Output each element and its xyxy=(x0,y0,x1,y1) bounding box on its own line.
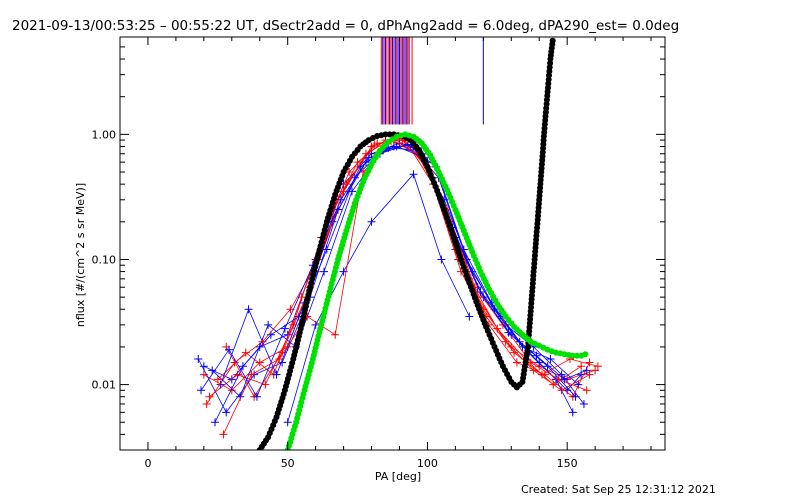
chart-title: 2021-09-13/00:53:25 – 00:55:22 UT, dSect… xyxy=(12,18,679,34)
data-point-blue xyxy=(225,345,233,354)
data-point-red xyxy=(213,375,222,384)
data-point-red xyxy=(370,141,379,150)
data-point-red xyxy=(219,430,228,439)
fit-dot-green xyxy=(582,351,589,358)
y-tick-label: 0.01 xyxy=(92,379,117,392)
data-point-blue xyxy=(252,392,261,401)
data-point-blue xyxy=(264,320,273,329)
fit-dot-black xyxy=(386,131,393,138)
data-point-blue xyxy=(238,362,247,371)
data-point-blue xyxy=(504,328,513,337)
data-point-blue xyxy=(476,287,485,296)
fit-dot-green xyxy=(574,352,580,359)
data-point-blue xyxy=(244,305,253,314)
data-point-blue xyxy=(364,153,373,162)
created-footer: Created: Sat Sep 25 12:31:12 2021 xyxy=(521,483,716,496)
data-point-blue xyxy=(280,324,289,333)
data-point-red xyxy=(538,370,547,379)
data-point-blue xyxy=(216,380,225,389)
data-point-red xyxy=(593,362,602,371)
x-tick-label: 50 xyxy=(281,457,295,470)
y-tick-label: 1.00 xyxy=(92,128,117,141)
data-point-blue xyxy=(347,187,356,196)
data-point-blue xyxy=(546,355,555,364)
data-point-red xyxy=(582,386,591,395)
data-point-blue xyxy=(320,267,329,276)
data-point-red xyxy=(585,358,594,367)
data-point-red xyxy=(331,330,340,339)
fit-dot-black xyxy=(382,131,389,138)
x-tick-label: 100 xyxy=(417,457,438,470)
fit-dot-green xyxy=(569,352,576,359)
data-point-red xyxy=(353,158,362,167)
data-point-red xyxy=(512,358,521,367)
data-point-blue xyxy=(560,375,569,384)
data-point-red xyxy=(261,380,270,389)
data-point-blue xyxy=(222,408,231,417)
data-point-blue xyxy=(336,195,345,204)
x-tick-label: 0 xyxy=(144,457,151,470)
data-point-red xyxy=(202,399,211,408)
series-line-blue xyxy=(211,144,576,398)
data-point-blue xyxy=(465,312,474,321)
data-point-blue xyxy=(367,217,376,226)
data-point-blue xyxy=(197,386,206,395)
data-point-blue xyxy=(272,370,281,379)
data-point-red xyxy=(342,180,351,189)
data-point-red xyxy=(510,348,519,357)
data-point-blue xyxy=(532,351,541,360)
axis-box xyxy=(119,36,666,451)
data-point-red xyxy=(591,366,600,375)
data-point-red xyxy=(247,370,256,379)
x-tick-label: 150 xyxy=(557,457,578,470)
data-point-red xyxy=(227,386,236,395)
y-tick-label: 0.10 xyxy=(92,253,117,266)
data-point-blue xyxy=(409,170,418,179)
data-point-blue xyxy=(535,358,544,367)
data-point-blue xyxy=(568,408,577,417)
series-line-red xyxy=(217,139,582,386)
data-point-red xyxy=(255,358,264,367)
data-point-blue xyxy=(582,366,591,375)
plot-area xyxy=(194,37,602,450)
data-point-blue xyxy=(543,362,552,371)
data-point-blue xyxy=(211,418,220,427)
data-point-blue xyxy=(437,255,446,264)
data-point-blue xyxy=(403,140,412,149)
data-point-red xyxy=(577,362,586,371)
data-point-blue xyxy=(579,399,588,408)
data-point-blue xyxy=(194,355,203,364)
data-point-blue xyxy=(392,142,401,151)
x-axis-label: PA [deg] xyxy=(375,470,421,483)
fit-dot-black xyxy=(549,37,556,44)
data-point-blue xyxy=(571,392,580,401)
data-point-blue xyxy=(283,418,292,427)
axes: 0 50 100 150 0.01 0.10 1.00 xyxy=(92,36,666,470)
data-point-red xyxy=(275,355,284,364)
data-point-blue xyxy=(322,245,331,254)
data-point-red xyxy=(585,370,594,379)
y-axis-label: nflux [#/(cm^2 s sr MeV)] xyxy=(74,183,87,327)
